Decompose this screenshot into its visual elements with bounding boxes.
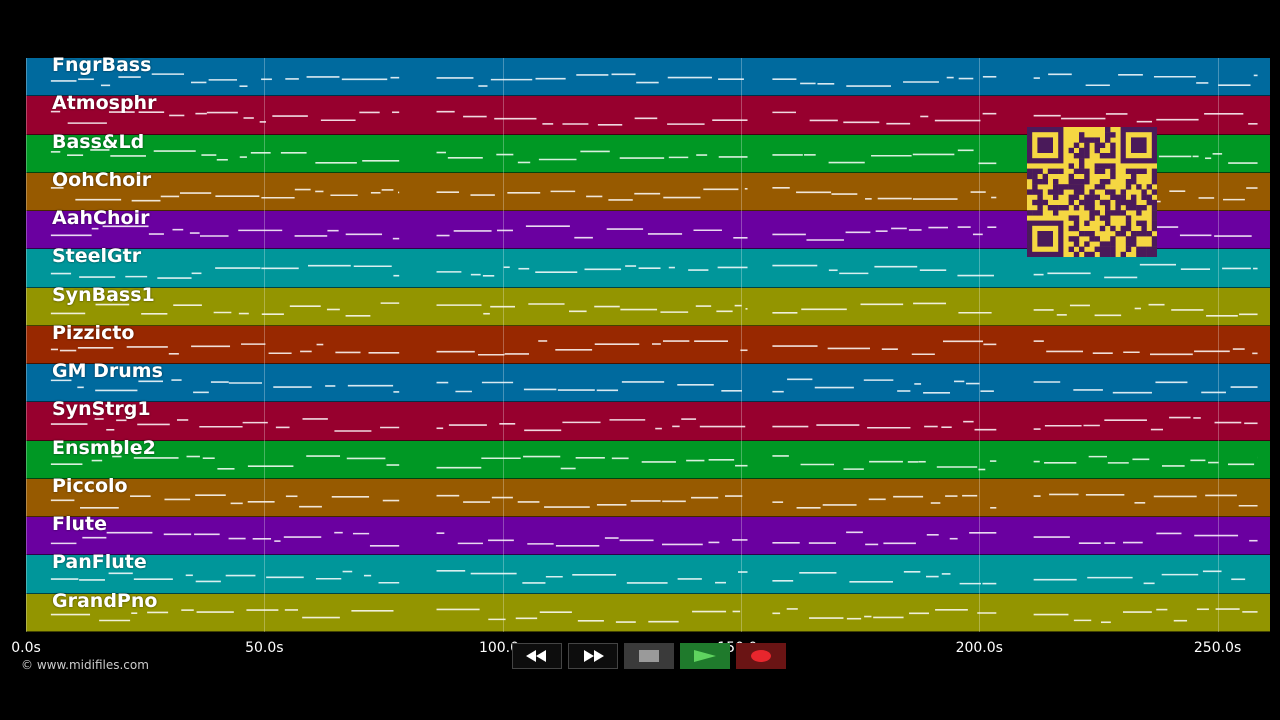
stop-icon xyxy=(639,650,659,662)
track-name: GM Drums xyxy=(52,360,163,383)
track-name: Atmosphr xyxy=(52,92,157,115)
track-lane: FngrBass xyxy=(26,54,1270,97)
track-lane: Pizzicto xyxy=(26,321,1270,365)
record-icon xyxy=(751,650,771,662)
time-tick-label: 200.0s xyxy=(955,640,1003,656)
track-name: SynStrg1 xyxy=(52,398,151,421)
track-lane: Piccolo xyxy=(26,474,1270,518)
gridline xyxy=(264,58,266,632)
stop-button[interactable] xyxy=(624,643,674,669)
time-tick-label: 0.0s xyxy=(11,640,41,656)
track-name: Flute xyxy=(52,513,107,536)
track-name: GrandPno xyxy=(52,589,158,612)
track-lane: SynStrg1 xyxy=(26,398,1270,441)
track-lane: PanFlute xyxy=(26,551,1270,594)
gridline xyxy=(740,58,742,632)
play-button[interactable] xyxy=(680,643,730,669)
track-name: FngrBass xyxy=(52,54,152,76)
qr-code xyxy=(1027,127,1158,258)
copyright-text: © www.midifiles.com xyxy=(21,658,149,672)
play-icon xyxy=(694,650,716,662)
note-layer xyxy=(50,73,1258,624)
track-lane: Ensmble2 xyxy=(26,436,1270,479)
time-tick-label: 250.0s xyxy=(1193,640,1242,656)
track-name: Piccolo xyxy=(52,474,128,497)
track-name: Bass&Ld xyxy=(52,130,145,153)
transport-controls xyxy=(512,643,786,669)
fast-forward-button[interactable] xyxy=(568,643,618,669)
track-name: Pizzicto xyxy=(52,321,135,344)
gridline xyxy=(502,58,504,632)
track-lane: SynBass1 xyxy=(26,283,1270,326)
record-button[interactable] xyxy=(736,643,786,669)
fast-forward-icon xyxy=(584,650,604,662)
rewind-icon xyxy=(526,650,546,662)
rewind-button[interactable] xyxy=(512,643,562,669)
gridline xyxy=(979,58,981,632)
track-lane: GrandPno xyxy=(26,589,1270,632)
gridline xyxy=(26,58,27,632)
gridline xyxy=(1217,58,1219,632)
track-name: SynBass1 xyxy=(52,283,155,306)
track-name: OohChoir xyxy=(52,168,152,191)
track-name: SteelGtr xyxy=(52,245,142,268)
time-tick-label: 50.0s xyxy=(245,640,284,656)
track-name: Ensmble2 xyxy=(52,436,156,459)
track-name: AahChoir xyxy=(52,207,150,230)
track-name: PanFlute xyxy=(52,551,147,574)
